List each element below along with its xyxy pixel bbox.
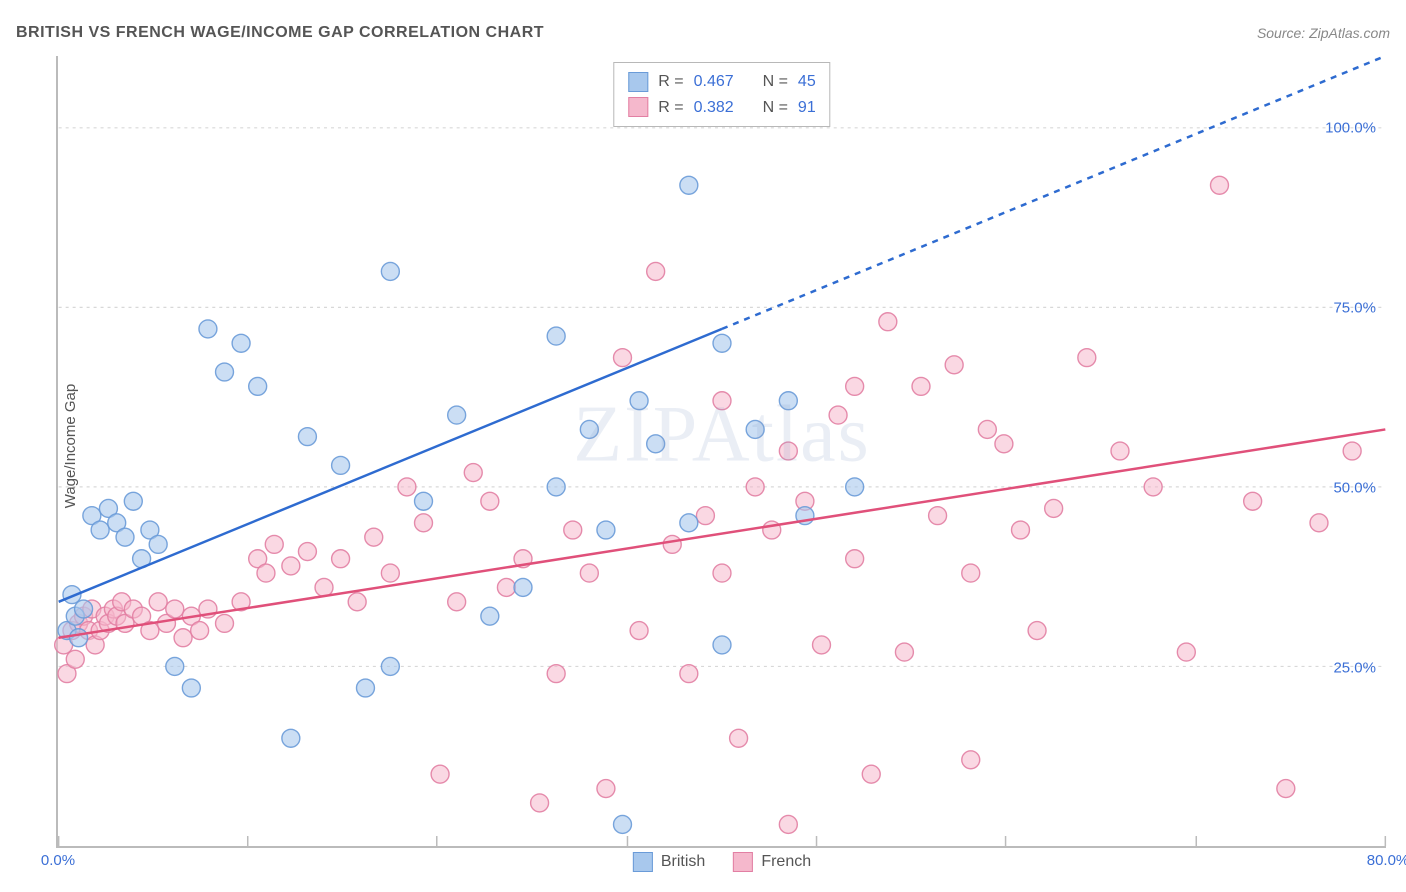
x-tick-label: 0.0% — [41, 852, 75, 869]
chart-source: Source: ZipAtlas.com — [1257, 25, 1390, 41]
stats-n-label: N = — [763, 69, 788, 95]
legend-swatch-french — [733, 852, 753, 872]
bottom-legend: British French — [633, 852, 811, 872]
stats-row-british: R = 0.467 N = 45 — [628, 69, 815, 95]
y-tick-label: 100.0% — [1325, 120, 1376, 137]
stats-r-label: R = — [658, 69, 683, 95]
stats-n-british: 45 — [798, 69, 816, 95]
legend-item-british: British — [633, 852, 705, 872]
chart-title: BRITISH VS FRENCH WAGE/INCOME GAP CORREL… — [16, 24, 544, 42]
stats-r-british: 0.467 — [694, 69, 734, 95]
plot-svg — [58, 56, 1386, 846]
legend-swatch-british — [633, 852, 653, 872]
x-tick-label: 80.0% — [1367, 852, 1406, 869]
stats-r-french: 0.382 — [694, 95, 734, 121]
stats-swatch-french — [628, 97, 648, 117]
stats-row-french: R = 0.382 N = 91 — [628, 95, 815, 121]
stats-r-label2: R = — [658, 95, 683, 121]
stats-n-french: 91 — [798, 95, 816, 121]
stats-swatch-british — [628, 72, 648, 92]
y-tick-label: 50.0% — [1333, 480, 1376, 497]
chart-header: BRITISH VS FRENCH WAGE/INCOME GAP CORREL… — [16, 18, 1390, 48]
legend-label-british: British — [661, 853, 705, 871]
stats-box: R = 0.467 N = 45 R = 0.382 N = 91 — [613, 62, 830, 127]
legend-item-french: French — [733, 852, 811, 872]
scatter-chart: ZIPAtlas R = 0.467 N = 45 R = 0.382 N = … — [56, 56, 1386, 848]
y-tick-label: 75.0% — [1333, 300, 1376, 317]
stats-n-label2: N = — [763, 95, 788, 121]
legend-label-french: French — [761, 853, 811, 871]
y-tick-label: 25.0% — [1333, 660, 1376, 677]
